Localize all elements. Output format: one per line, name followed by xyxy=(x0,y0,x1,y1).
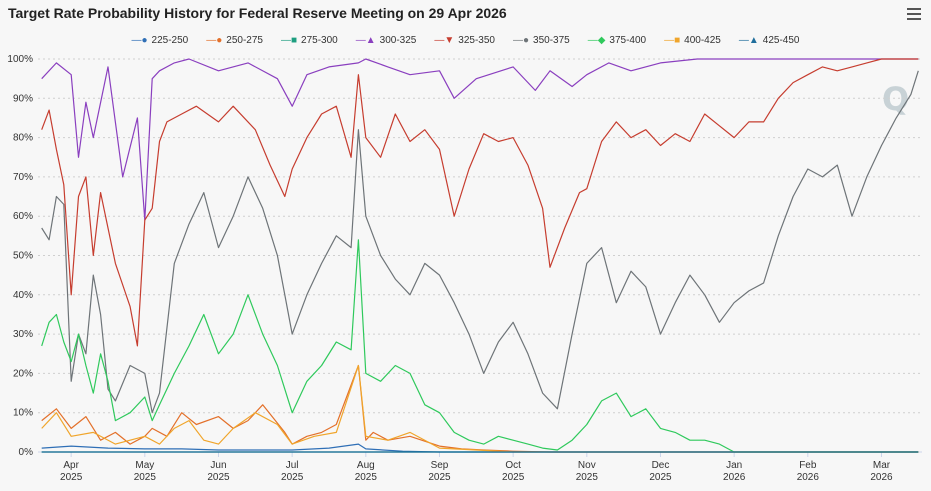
x-tick-year: 2026 xyxy=(870,472,893,483)
legend-marker-icon: —■ xyxy=(281,34,298,46)
x-tick-month: Jul xyxy=(286,460,299,471)
x-tick-month: Mar xyxy=(873,460,891,471)
chart-legend: —● 225-250 —● 250-275 —■ 275-300 —▲ 300-325 —▼ 32… xyxy=(0,35,931,46)
legend-item-375-400[interactable]: —◆ 375-400 xyxy=(588,35,646,46)
x-tick-year: 2026 xyxy=(797,472,820,483)
watermark-logo-icon: Q xyxy=(882,80,910,118)
x-tick-month: Nov xyxy=(578,460,596,471)
x-tick-year: 2025 xyxy=(502,472,525,483)
legend-label: 325-350 xyxy=(458,35,495,46)
y-tick-label: 50% xyxy=(13,251,33,262)
x-tick-month: May xyxy=(135,460,154,471)
legend-marker-icon: —■ xyxy=(664,34,681,46)
x-tick-month: Jun xyxy=(210,460,226,471)
legend-label: 300-325 xyxy=(379,35,417,46)
x-tick-year: 2025 xyxy=(576,472,599,483)
series-line-400-425 xyxy=(41,364,919,453)
legend-marker-icon: —● xyxy=(206,34,223,46)
y-tick-label: 90% xyxy=(13,93,33,104)
x-tick-year: 2025 xyxy=(355,472,378,483)
legend-label: 425-450 xyxy=(762,35,800,46)
x-tick-year: 2025 xyxy=(281,472,304,483)
x-tick-month: Apr xyxy=(63,460,79,471)
y-tick-label: 30% xyxy=(13,329,33,340)
series-line-225-250 xyxy=(41,443,919,453)
legend-item-325-350[interactable]: —▼ 325-350 xyxy=(434,35,495,46)
x-tick-year: 2025 xyxy=(60,472,83,483)
legend-marker-icon: —▲ xyxy=(355,34,376,46)
y-tick-label: 60% xyxy=(13,211,33,222)
legend-label: 400-425 xyxy=(684,35,721,46)
legend-marker-icon: —▲ xyxy=(738,34,759,46)
x-tick-year: 2025 xyxy=(428,472,451,483)
x-tick-month: Sep xyxy=(431,460,449,471)
legend-label: 350-375 xyxy=(533,35,570,46)
y-tick-label: 20% xyxy=(13,368,33,379)
series-line-250-275 xyxy=(41,364,919,453)
x-tick-month: Aug xyxy=(357,460,375,471)
legend-item-300-325[interactable]: —▲ 300-325 xyxy=(356,35,417,46)
x-tick-year: 2025 xyxy=(207,472,230,483)
legend-item-250-275[interactable]: —● 250-275 xyxy=(206,35,263,46)
series-line-375-400 xyxy=(41,239,919,453)
legend-label: 375-400 xyxy=(609,35,647,46)
legend-marker-icon: —● xyxy=(131,34,148,46)
legend-item-275-300[interactable]: —■ 275-300 xyxy=(281,35,338,46)
series-line-350-375 xyxy=(41,70,919,414)
legend-marker-icon: —◆ xyxy=(587,34,606,46)
legend-label: 225-250 xyxy=(151,35,189,46)
legend-item-350-375[interactable]: —● 350-375 xyxy=(513,35,570,46)
y-tick-label: 70% xyxy=(13,172,33,183)
legend-item-225-250[interactable]: —● 225-250 xyxy=(132,35,189,46)
x-tick-month: Feb xyxy=(799,460,817,471)
x-tick-month: Dec xyxy=(652,460,670,471)
chart-title: Target Rate Probability History for Fede… xyxy=(8,5,507,21)
legend-label: 250-275 xyxy=(226,35,263,46)
y-tick-label: 80% xyxy=(13,133,33,144)
y-tick-label: 0% xyxy=(19,447,34,458)
series-line-325-350 xyxy=(41,58,919,347)
y-tick-label: 100% xyxy=(7,54,33,65)
x-tick-year: 2025 xyxy=(134,472,157,483)
legend-label: 275-300 xyxy=(301,35,338,46)
x-tick-year: 2026 xyxy=(723,472,746,483)
y-tick-label: 10% xyxy=(13,408,33,419)
legend-marker-icon: —● xyxy=(512,34,530,46)
y-tick-label: 40% xyxy=(13,290,33,301)
hamburger-menu-icon[interactable] xyxy=(907,8,921,20)
legend-marker-icon: —▼ xyxy=(434,34,455,46)
x-tick-month: Oct xyxy=(505,460,521,471)
x-tick-year: 2025 xyxy=(649,472,672,483)
legend-item-425-450[interactable]: —▲ 425-450 xyxy=(739,35,800,46)
legend-item-400-425[interactable]: —■ 400-425 xyxy=(664,35,721,46)
series-line-300-325 xyxy=(41,58,919,221)
x-tick-month: Jan xyxy=(726,460,742,471)
